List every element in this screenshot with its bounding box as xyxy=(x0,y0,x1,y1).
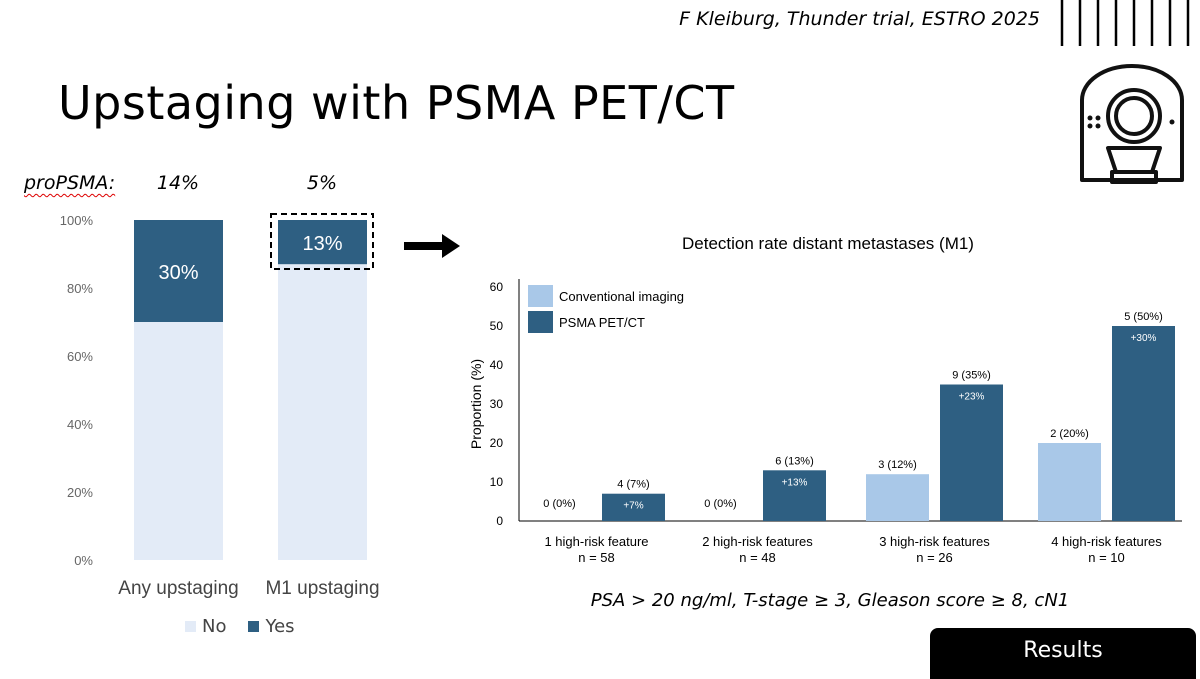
data-label: 30% xyxy=(158,262,198,284)
results-tab[interactable]: Results xyxy=(930,628,1196,679)
legend-label-yes: Yes xyxy=(265,616,295,637)
bar-psma xyxy=(940,384,1003,521)
bar-increase-label: +23% xyxy=(959,392,985,403)
legend-label: Conventional imaging xyxy=(559,289,684,304)
bar-value-label: 6 (13%) xyxy=(775,455,814,467)
data-label: 13% xyxy=(302,233,342,255)
y-tick-label: 50 xyxy=(490,319,504,333)
y-tick-label: 100% xyxy=(60,213,94,228)
y-tick-label: 20% xyxy=(67,485,93,500)
x-tick-label: 2 high-risk features xyxy=(702,534,813,549)
y-tick-label: 0 xyxy=(496,514,503,528)
right-arrow-icon xyxy=(404,234,460,258)
bar-increase-label: +13% xyxy=(782,477,808,488)
slide-title: Upstaging with PSMA PET/CT xyxy=(58,76,735,130)
propsma-value-any: 14% xyxy=(156,172,200,194)
bar-value-label: 2 (20%) xyxy=(1050,428,1089,440)
bar-value-label: 9 (35%) xyxy=(952,370,991,382)
y-tick-label: 60 xyxy=(490,280,504,294)
y-tick-label: 10 xyxy=(490,475,504,489)
pet-scanner-icon xyxy=(1080,64,1184,184)
x-tick-label: 4 high-risk features xyxy=(1051,534,1162,549)
chart-title: Detection rate distant metastases (M1) xyxy=(682,234,974,253)
bar-value-label: 3 (12%) xyxy=(878,459,917,471)
legend-swatch-no xyxy=(185,621,196,632)
bar-increase-label: +7% xyxy=(623,501,643,512)
y-tick-label: 20 xyxy=(490,436,504,450)
bar-psma xyxy=(763,470,826,521)
legend-swatch xyxy=(528,285,553,307)
propsma-label: proPSMA: xyxy=(24,172,116,194)
bar-value-label: 0 (0%) xyxy=(704,498,736,510)
bar-psma xyxy=(602,493,665,521)
x-tick-n-label: n = 10 xyxy=(1088,550,1125,565)
bar-psma xyxy=(1112,326,1175,521)
bar-segment-yes xyxy=(278,220,367,265)
x-tick-label: 1 high-risk feature xyxy=(544,534,648,549)
y-tick-label: 30 xyxy=(490,397,504,411)
propsma-value-m1: 5% xyxy=(306,172,338,194)
left-chart-legend: No Yes xyxy=(185,616,295,637)
y-axis-label: Proportion (%) xyxy=(468,359,484,449)
detection-rate-chart: Detection rate distant metastases (M1) Pr… xyxy=(468,234,1182,565)
y-tick-label: 0% xyxy=(74,553,93,568)
bar-increase-label: +30% xyxy=(1131,333,1157,344)
high-risk-definition-note: PSA > 20 ng/ml, T-stage ≥ 3, Gleason sco… xyxy=(590,590,1070,611)
y-tick-label: 40 xyxy=(490,358,504,372)
legend-swatch-yes xyxy=(248,621,260,632)
bar-conventional xyxy=(1038,443,1101,521)
m1-highlight-box xyxy=(270,213,374,270)
x-tick-label: M1 upstaging xyxy=(265,578,379,599)
bar-value-label: 5 (50%) xyxy=(1124,311,1163,323)
bar-value-label: 4 (7%) xyxy=(617,479,649,491)
legend-swatch xyxy=(528,311,553,333)
bar-conventional xyxy=(866,474,929,521)
bar-value-label: 0 (0%) xyxy=(543,498,575,510)
legend-label: PSMA PET/CT xyxy=(559,315,645,330)
bar-segment-no xyxy=(134,322,223,560)
barcode-icon xyxy=(1060,0,1190,46)
x-tick-n-label: n = 26 xyxy=(916,550,953,565)
legend-label-no: No xyxy=(202,616,227,637)
bar-segment-no xyxy=(278,264,367,560)
citation: F Kleiburg, Thunder trial, ESTRO 2025 xyxy=(679,8,1040,30)
x-tick-label: 3 high-risk features xyxy=(879,534,990,549)
x-tick-n-label: n = 48 xyxy=(739,550,776,565)
y-tick-label: 40% xyxy=(67,417,93,432)
x-tick-label: Any upstaging xyxy=(118,578,238,599)
x-tick-n-label: n = 58 xyxy=(578,550,615,565)
upstaging-stacked-chart: 0% 20% 40% 60% 80% 100% 30% Any upstaging 13% M1 … xyxy=(60,213,380,599)
y-tick-label: 80% xyxy=(67,281,93,296)
y-tick-label: 60% xyxy=(67,349,93,364)
bar-segment-yes xyxy=(134,220,223,322)
